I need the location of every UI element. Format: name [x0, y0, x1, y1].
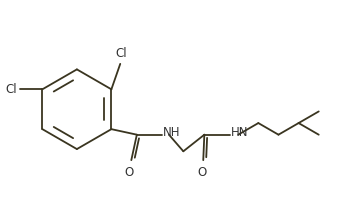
Text: O: O [124, 166, 134, 179]
Text: HN: HN [231, 126, 248, 139]
Text: NH: NH [163, 126, 180, 139]
Text: O: O [197, 166, 207, 179]
Text: Cl: Cl [5, 83, 17, 96]
Text: Cl: Cl [116, 47, 127, 60]
